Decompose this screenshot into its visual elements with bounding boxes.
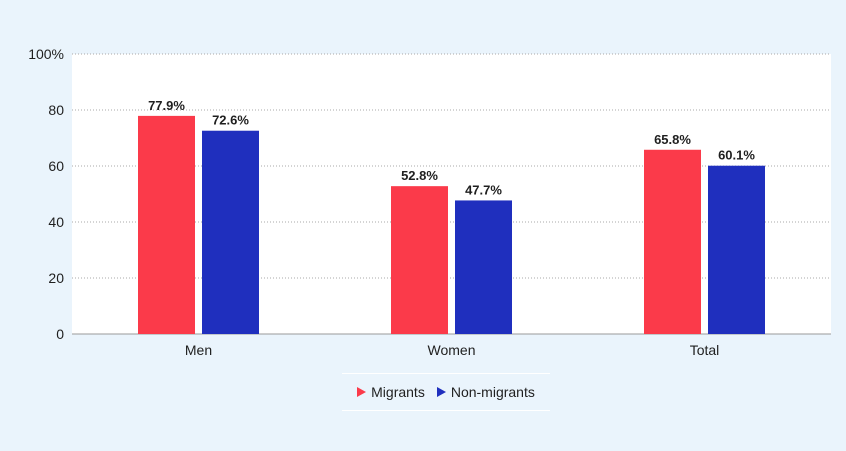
data-label: 52.8%	[401, 168, 438, 183]
legend-marker-non-migrants-icon	[436, 387, 446, 397]
y-tick-label: 100%	[28, 46, 64, 62]
data-label: 72.6%	[212, 113, 249, 128]
plot-area	[72, 54, 831, 334]
data-label: 65.8%	[654, 132, 691, 147]
y-tick-label: 20	[48, 270, 64, 286]
data-label: 60.1%	[718, 148, 755, 163]
y-tick-label: 80	[48, 102, 64, 118]
y-tick-label: 40	[48, 214, 64, 230]
legend-item-migrants[interactable]: Migrants	[357, 384, 425, 400]
bar-chart: 0 20 40 60 80 100% 77.9% 72.6% Men 52.8% 47.7% Wome…	[28, 46, 831, 358]
legend-label-non-migrants: Non-migrants	[450, 384, 535, 400]
data-label: 47.7%	[465, 182, 502, 197]
bar	[138, 115, 195, 334]
x-tick-label: Women	[428, 342, 476, 358]
y-tick-label: 60	[48, 158, 64, 174]
legend-marker-migrants-icon	[357, 387, 367, 397]
bar	[644, 149, 701, 334]
legend: Migrants Non-migrants	[342, 373, 550, 411]
x-tick-label: Men	[185, 342, 212, 358]
bar	[391, 186, 448, 334]
legend-item-non-migrants[interactable]: Non-migrants	[436, 384, 535, 400]
bar	[708, 165, 765, 334]
data-label: 77.9%	[148, 98, 185, 113]
bar	[202, 130, 259, 334]
bar	[455, 200, 512, 334]
legend-label-migrants: Migrants	[371, 384, 425, 400]
y-tick-label: 0	[56, 326, 64, 342]
x-tick-label: Total	[690, 342, 720, 358]
